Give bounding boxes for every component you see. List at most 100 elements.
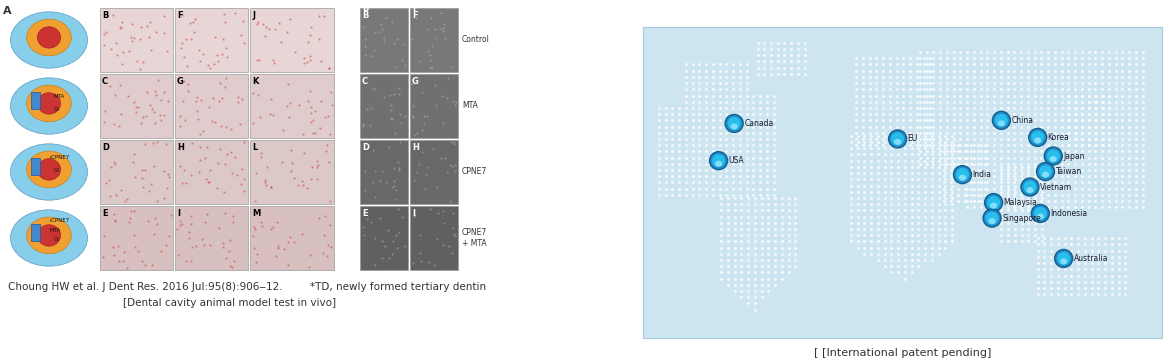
Ellipse shape: [1054, 249, 1073, 268]
Bar: [410, 206, 458, 270]
Text: MTA: MTA: [49, 228, 60, 233]
Text: Singapore: Singapore: [1003, 213, 1041, 223]
Text: F: F: [412, 11, 418, 20]
Text: C: C: [102, 77, 108, 86]
Ellipse shape: [994, 114, 1008, 127]
Bar: [31, 158, 40, 175]
Text: India: India: [972, 170, 992, 179]
Bar: [175, 8, 248, 72]
Ellipse shape: [709, 152, 728, 170]
Text: GI: GI: [54, 168, 60, 173]
Text: D: D: [102, 143, 109, 152]
Ellipse shape: [989, 218, 996, 224]
Ellipse shape: [713, 154, 726, 167]
Ellipse shape: [38, 27, 61, 48]
Text: I: I: [412, 209, 414, 218]
Text: J: J: [252, 11, 255, 20]
Ellipse shape: [959, 175, 966, 181]
Bar: [250, 74, 333, 138]
Text: USA: USA: [729, 156, 744, 165]
Text: GI: GI: [54, 107, 60, 112]
Bar: [100, 8, 173, 72]
Bar: [250, 140, 333, 204]
Bar: [175, 74, 248, 138]
Ellipse shape: [985, 212, 999, 225]
Ellipse shape: [1047, 150, 1060, 163]
Bar: [643, 27, 1162, 338]
Ellipse shape: [956, 168, 969, 181]
Ellipse shape: [11, 12, 88, 68]
Bar: [100, 74, 173, 138]
Text: Indonesia: Indonesia: [1051, 209, 1087, 218]
Bar: [360, 206, 409, 270]
Ellipse shape: [27, 85, 72, 122]
Text: Malaysia: Malaysia: [1004, 198, 1038, 207]
Text: Control: Control: [463, 36, 490, 45]
Bar: [250, 8, 333, 72]
Ellipse shape: [27, 151, 72, 188]
Ellipse shape: [998, 120, 1005, 126]
Bar: [175, 140, 248, 204]
Ellipse shape: [891, 132, 904, 146]
Ellipse shape: [1026, 187, 1033, 193]
Ellipse shape: [1060, 258, 1067, 265]
Ellipse shape: [27, 217, 72, 254]
Text: F: F: [177, 11, 183, 20]
Text: B: B: [362, 4, 369, 13]
Bar: [100, 206, 173, 270]
Bar: [410, 74, 458, 138]
Text: B: B: [362, 11, 369, 20]
Ellipse shape: [1034, 207, 1047, 220]
Text: Australia: Australia: [1074, 254, 1108, 263]
Bar: [31, 92, 40, 109]
Text: GI: GI: [54, 237, 60, 242]
Text: K: K: [252, 77, 258, 86]
Ellipse shape: [38, 225, 61, 246]
Bar: [100, 140, 173, 204]
Ellipse shape: [1021, 178, 1039, 196]
Ellipse shape: [1043, 172, 1050, 178]
Text: H: H: [177, 143, 184, 152]
Ellipse shape: [1037, 213, 1044, 220]
Ellipse shape: [1034, 138, 1041, 143]
Ellipse shape: [1039, 165, 1052, 178]
Text: M: M: [252, 209, 261, 218]
Bar: [410, 140, 458, 204]
Text: EU: EU: [908, 134, 918, 143]
Ellipse shape: [11, 210, 88, 266]
Text: China: China: [1011, 116, 1033, 125]
Ellipse shape: [1037, 163, 1054, 180]
Text: Taiwan: Taiwan: [1055, 167, 1081, 176]
Text: L: L: [252, 143, 257, 152]
Text: Vietnam: Vietnam: [1040, 183, 1072, 192]
Bar: [175, 206, 248, 270]
Text: CPNE7: CPNE7: [463, 167, 487, 176]
Text: E: E: [102, 209, 108, 218]
Text: Korea: Korea: [1047, 133, 1070, 142]
Ellipse shape: [889, 130, 906, 148]
Ellipse shape: [726, 114, 743, 132]
Ellipse shape: [895, 139, 902, 145]
Ellipse shape: [990, 203, 997, 209]
Text: [ [International patent pending]: [ [International patent pending]: [814, 348, 992, 358]
Ellipse shape: [11, 144, 88, 200]
Text: *TD, newly formed tertiary dentin: *TD, newly formed tertiary dentin: [310, 282, 486, 292]
Bar: [360, 8, 409, 72]
Text: rCPNE7: rCPNE7: [49, 217, 69, 223]
Ellipse shape: [38, 159, 61, 180]
Ellipse shape: [27, 19, 72, 56]
Text: H: H: [412, 143, 419, 152]
Ellipse shape: [1024, 180, 1037, 193]
Text: rCPNE7: rCPNE7: [49, 155, 69, 160]
Text: MTA: MTA: [54, 94, 65, 99]
Bar: [360, 74, 409, 138]
Text: Japan: Japan: [1064, 151, 1085, 160]
Ellipse shape: [1045, 147, 1062, 165]
Ellipse shape: [992, 111, 1011, 129]
Ellipse shape: [1028, 129, 1047, 146]
Text: CPNE7
+ MTA: CPNE7 + MTA: [463, 228, 487, 248]
Ellipse shape: [953, 166, 971, 184]
Text: I: I: [177, 209, 180, 218]
Text: [Dental cavity animal model test in vivo]: [Dental cavity animal model test in vivo…: [123, 298, 337, 308]
Bar: [410, 8, 458, 72]
